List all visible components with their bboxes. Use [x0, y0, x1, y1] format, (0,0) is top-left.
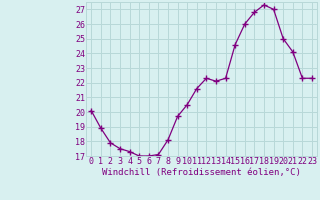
X-axis label: Windchill (Refroidissement éolien,°C): Windchill (Refroidissement éolien,°C)	[102, 168, 301, 177]
